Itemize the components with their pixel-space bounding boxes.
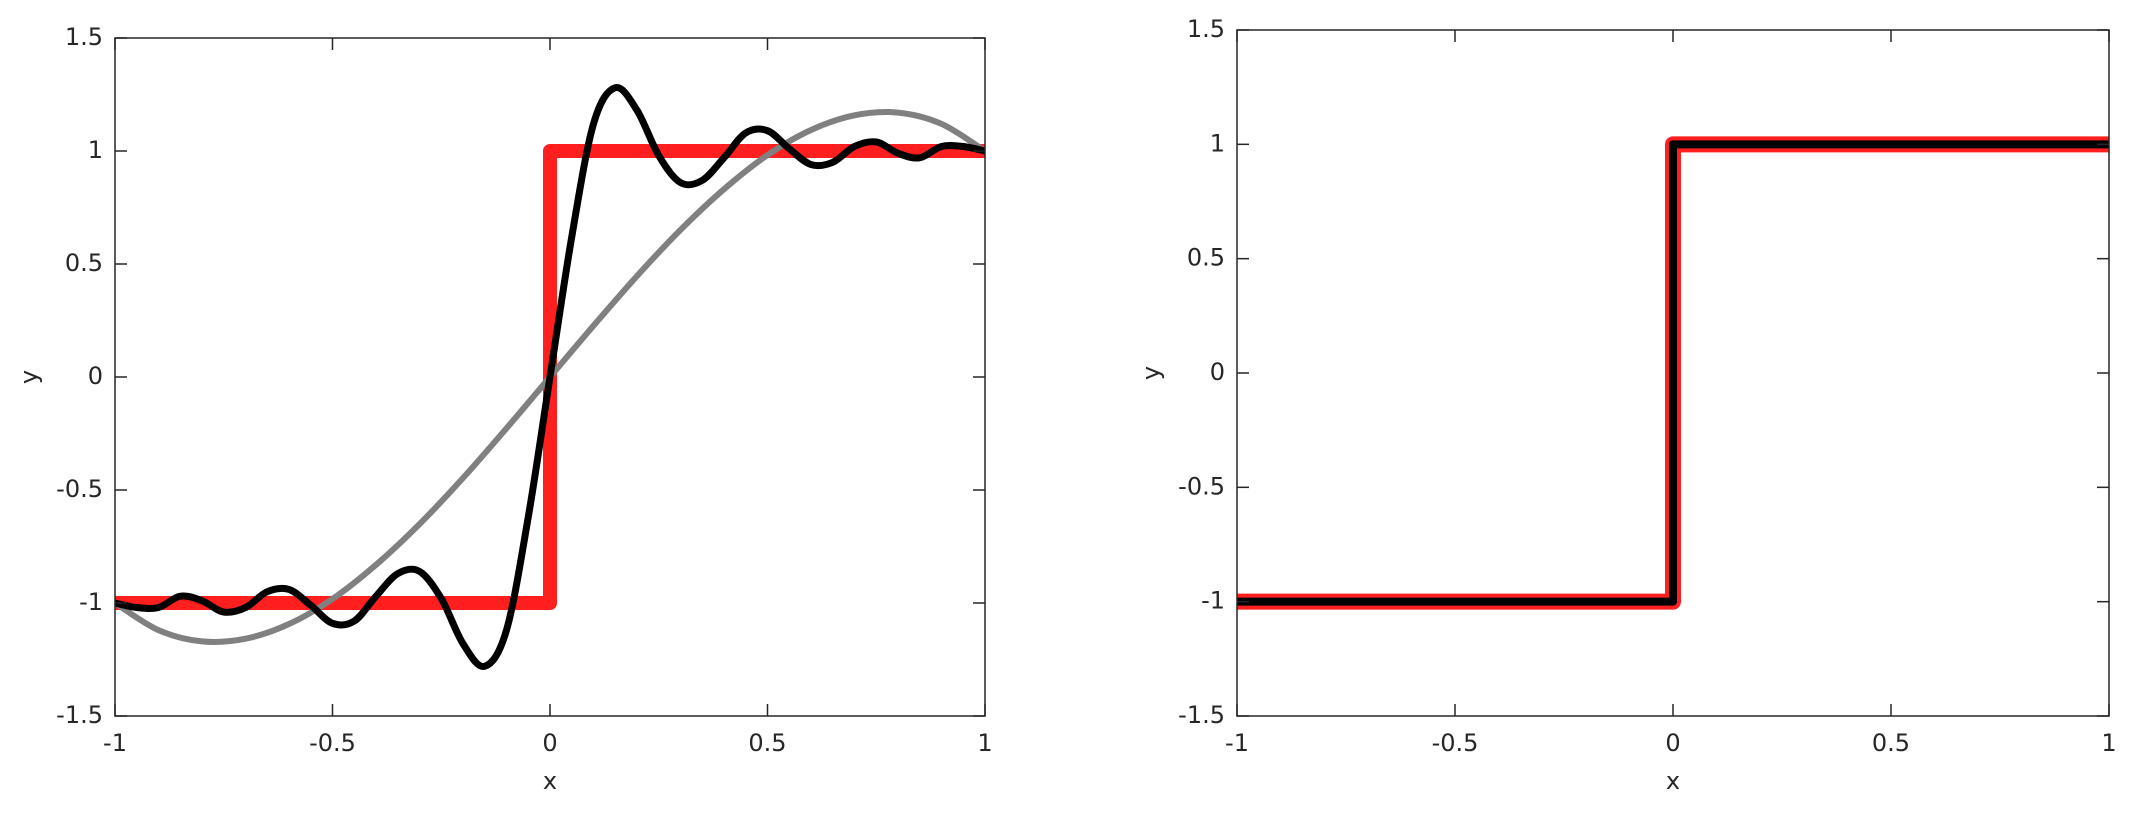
y-tick-label: -1 (79, 588, 103, 616)
x-axis-label: x (543, 767, 557, 795)
y-tick-label: 1.5 (65, 23, 103, 51)
x-tick-label: 0.5 (1872, 729, 1910, 757)
y-axis-label: y (1137, 366, 1165, 380)
chart: -1 -0.5 0 0.5 1-1.5-1-0.500.511.5xy (1137, 15, 2117, 795)
y-tick-label: 1 (1210, 129, 1225, 157)
x-tick-label: -0.5 (309, 729, 356, 757)
y-tick-label: -1 (1201, 587, 1225, 615)
x-tick-label: 0 (1665, 729, 1680, 757)
x-tick-label: 1 (2101, 729, 2116, 757)
x-tick-label: 1 (977, 729, 992, 757)
y-tick-label: -1.5 (1178, 701, 1225, 729)
y-tick-label: 0 (88, 362, 103, 390)
x-axis-label: x (1666, 767, 1680, 795)
y-tick-label: -0.5 (56, 475, 103, 503)
x-tick-label: 0 (542, 729, 557, 757)
y-tick-label: 1 (88, 136, 103, 164)
y-tick-label: 0.5 (1187, 244, 1225, 272)
y-tick-label: 1.5 (1187, 15, 1225, 43)
line-series (115, 84, 985, 670)
y-tick-label: -1.5 (56, 701, 103, 729)
y-axis-label: y (15, 370, 43, 384)
x-tick-label: -1 (103, 729, 127, 757)
x-tick-label: 0.5 (748, 729, 786, 757)
x-tick-label: -0.5 (1432, 729, 1479, 757)
y-tick-label: -0.5 (1178, 472, 1225, 500)
line-series (1237, 140, 2109, 606)
y-tick-label: 0.5 (65, 249, 103, 277)
y-tick-label: 0 (1210, 358, 1225, 386)
x-tick-label: -1 (1225, 729, 1249, 757)
chart: -1 -0.5 0 0.5 1-1.5-1-0.500.511.5xy (15, 23, 993, 795)
